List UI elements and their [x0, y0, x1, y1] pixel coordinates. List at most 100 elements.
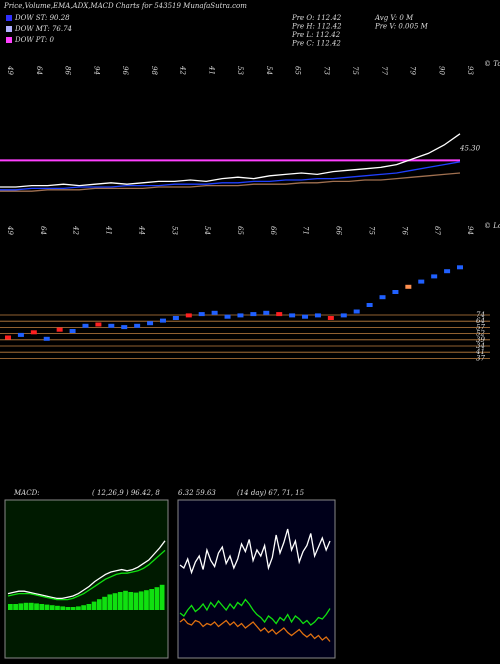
macd-bar — [18, 603, 24, 610]
series-line — [0, 161, 461, 191]
top-label: 75 — [351, 66, 359, 75]
macd-bar — [55, 605, 60, 610]
top-label: 49 — [6, 65, 14, 75]
macd-bar — [60, 606, 66, 610]
level-label: 64 — [476, 317, 485, 325]
top-label: 49 — [6, 225, 14, 235]
macd-bar — [133, 592, 139, 610]
price-box — [327, 316, 334, 320]
macd-bar — [86, 604, 92, 610]
top-label: 79 — [409, 66, 417, 75]
legend-label: DOW ST: 90.28 — [14, 14, 70, 22]
level-label: 41 — [475, 348, 485, 356]
volume-value: Pre V: 0.005 M — [374, 23, 429, 31]
adx-label: 6.32 59.63 — [178, 489, 216, 497]
top-label: 93 — [466, 66, 474, 75]
price-box — [289, 313, 296, 318]
top-label: 41 — [105, 225, 113, 235]
macd-bar — [96, 599, 102, 610]
legend-label: DOW PT: 0 — [14, 36, 54, 44]
macd-bar — [81, 605, 86, 610]
price-box — [302, 314, 309, 319]
price-box — [185, 313, 192, 318]
price-box — [56, 327, 63, 332]
top-label: 54 — [265, 66, 273, 75]
price-box — [418, 279, 425, 284]
macd-bar — [65, 607, 71, 610]
price-box — [172, 316, 179, 320]
price-box — [392, 290, 399, 294]
top-label: 53 — [170, 226, 178, 235]
macd-bar — [117, 592, 123, 610]
macd-bar — [138, 591, 144, 610]
price-box — [5, 335, 11, 340]
price-box — [17, 332, 24, 337]
price-box — [134, 323, 141, 328]
price-box — [431, 274, 438, 279]
price-box — [224, 314, 231, 319]
top-label: 64 — [39, 226, 47, 235]
macd-bar — [23, 602, 29, 610]
price-box — [314, 313, 321, 318]
price-box — [108, 323, 115, 328]
level-label: 74 — [476, 311, 485, 319]
price-box — [237, 313, 244, 318]
price-label: 45.30 — [459, 144, 481, 152]
macd-bar — [13, 604, 18, 610]
macd-bar — [70, 607, 76, 610]
price-box — [95, 322, 102, 327]
price-box — [121, 325, 128, 330]
series-line — [179, 528, 331, 575]
macd-bar — [123, 590, 128, 610]
macd-bar — [144, 590, 149, 610]
price-box — [43, 336, 50, 341]
macd-bar — [8, 604, 13, 610]
level-label: 57 — [476, 323, 485, 331]
top-label: 94 — [466, 226, 474, 235]
series-line — [179, 618, 331, 642]
price-box — [457, 265, 463, 270]
legend-swatch — [6, 37, 12, 43]
legend-swatch — [6, 26, 12, 32]
macd-bar — [149, 589, 155, 610]
prev-value: Pre C: 112.42 — [291, 40, 341, 48]
macd-bar — [102, 596, 107, 610]
level-label: 52 — [476, 330, 485, 338]
top-label: 66 — [269, 226, 277, 235]
price-box — [444, 269, 451, 274]
top-label: 42 — [72, 225, 80, 235]
top-label: 67 — [433, 226, 441, 235]
series-line — [7, 549, 166, 601]
price-box — [340, 313, 347, 318]
price-box — [379, 295, 386, 300]
price-box — [211, 310, 218, 315]
macd-bar — [76, 606, 81, 610]
top-label: 77 — [380, 66, 388, 75]
top-label: 90 — [437, 66, 445, 75]
top-label: 53 — [236, 66, 244, 75]
top-label: 64 — [35, 66, 43, 75]
top-label: 44 — [137, 225, 145, 235]
top-label: 65 — [236, 226, 244, 235]
macd-bar — [49, 605, 55, 610]
price-box — [159, 318, 166, 323]
prev-value: Pre O: 112.42 — [291, 14, 342, 22]
level-label: 34 — [476, 342, 485, 350]
price-box — [30, 330, 37, 335]
top-label: 86 — [64, 66, 72, 75]
price-box — [366, 303, 373, 307]
price-box — [263, 310, 270, 315]
prev-value: Pre L: 112.42 — [291, 31, 341, 39]
prev-value: Pre H: 112.42 — [291, 23, 342, 31]
price-box — [250, 312, 257, 317]
price-box — [198, 312, 205, 317]
top-label: 96 — [121, 66, 129, 75]
macd-bar — [91, 601, 97, 610]
price-box — [405, 284, 412, 289]
macd-bar — [159, 584, 165, 610]
top-label: 42 — [179, 65, 187, 75]
macd-bar — [128, 592, 134, 610]
top-label: 54 — [203, 226, 211, 235]
price-box — [276, 312, 283, 317]
